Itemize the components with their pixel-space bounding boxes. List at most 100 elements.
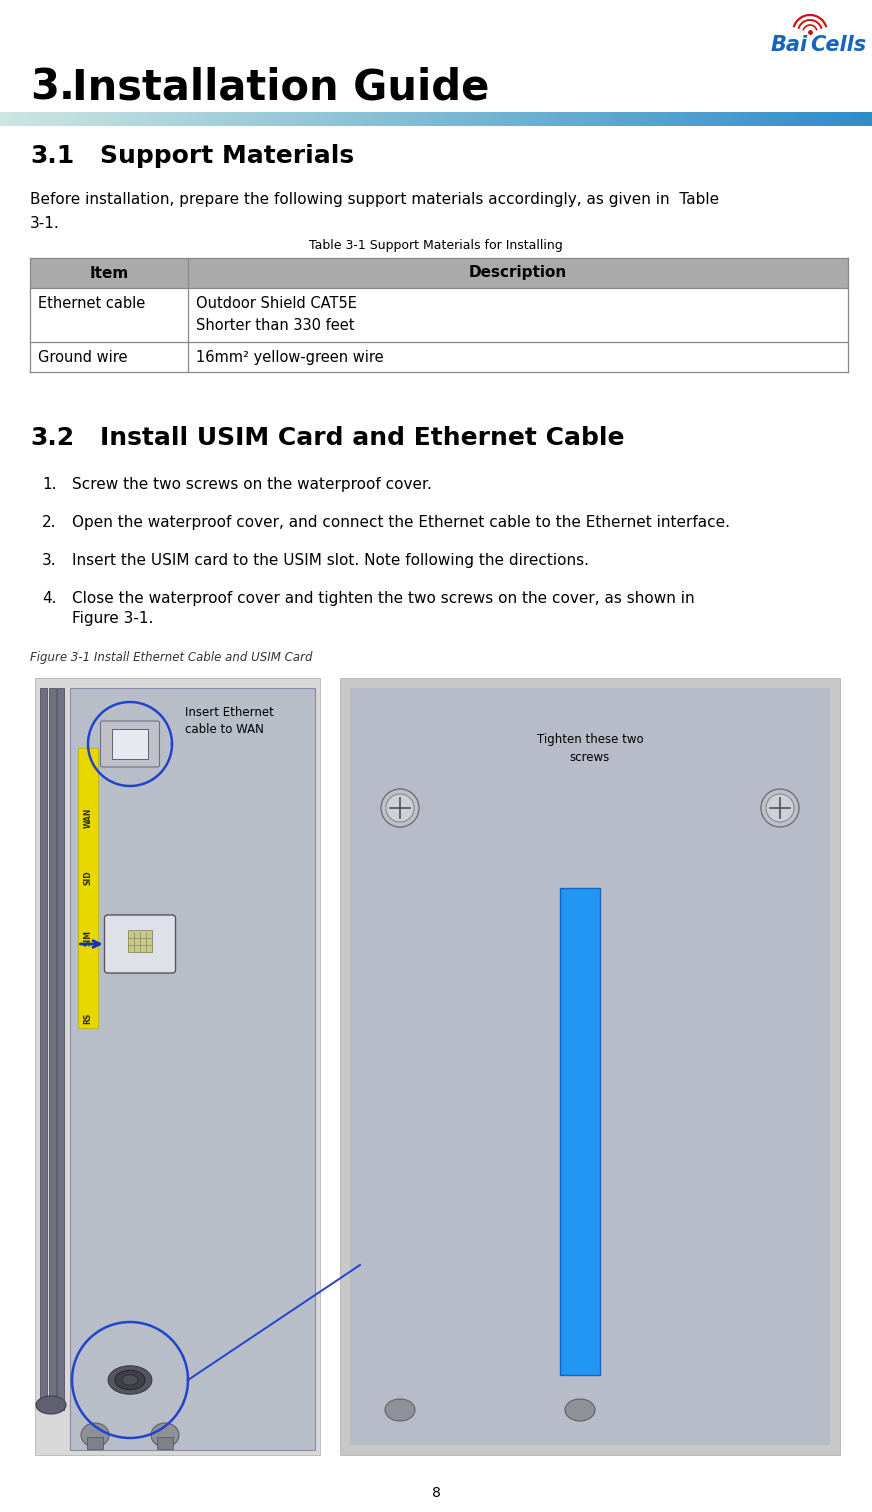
Text: 16mm² yellow-green wire: 16mm² yellow-green wire [196, 349, 384, 364]
Bar [715, 112, 718, 125]
Text: Shorter than 330 feet: Shorter than 330 feet [196, 318, 355, 333]
Bar [198, 112, 201, 125]
Text: 3-1.: 3-1. [30, 216, 60, 231]
Bar [250, 112, 253, 125]
Text: 2.: 2. [42, 516, 57, 531]
Ellipse shape [108, 1365, 152, 1394]
Bar [290, 112, 294, 125]
Bar [453, 112, 456, 125]
Bar [447, 112, 451, 125]
Bar [268, 112, 270, 125]
Bar [468, 112, 471, 125]
Bar [514, 112, 517, 125]
Ellipse shape [81, 1423, 109, 1447]
Bar [194, 112, 198, 125]
Bar [215, 112, 218, 125]
Bar [107, 112, 111, 125]
Bar [172, 112, 174, 125]
Bar [358, 112, 360, 125]
Bar [686, 112, 689, 125]
Bar [343, 112, 346, 125]
Bar [17, 112, 20, 125]
Bar [547, 112, 549, 125]
Bar [395, 112, 399, 125]
Bar [238, 112, 242, 125]
Text: 3.1: 3.1 [30, 144, 74, 168]
Bar [37, 112, 41, 125]
Bar [613, 112, 617, 125]
Bar [273, 112, 276, 125]
Bar [593, 112, 596, 125]
Bar [44, 112, 46, 125]
Bar [765, 112, 767, 125]
Text: Cells: Cells [810, 35, 866, 54]
Bar [355, 112, 358, 125]
Bar [67, 112, 70, 125]
Bar [741, 112, 744, 125]
Text: 3.: 3. [30, 67, 75, 107]
Bar [473, 112, 477, 125]
Bar [826, 112, 828, 125]
Bar [759, 112, 761, 125]
Bar [57, 688, 64, 1411]
Bar [46, 112, 50, 125]
Bar [70, 112, 72, 125]
Bar [26, 112, 29, 125]
Bar [869, 112, 872, 125]
Bar [848, 112, 852, 125]
Bar [299, 112, 303, 125]
Bar [753, 112, 756, 125]
Text: Open the waterproof cover, and connect the Ethernet cable to the Ethernet interf: Open the waterproof cover, and connect t… [72, 516, 730, 531]
Bar [835, 112, 837, 125]
Bar [532, 112, 535, 125]
Text: Bai: Bai [771, 35, 808, 54]
Bar [366, 112, 369, 125]
FancyBboxPatch shape [105, 915, 175, 974]
Bar [724, 112, 726, 125]
Bar [663, 112, 665, 125]
Bar [863, 112, 866, 125]
Bar [596, 112, 599, 125]
Text: Installation Guide: Installation Guide [72, 67, 489, 107]
Bar [541, 112, 543, 125]
Bar [637, 112, 639, 125]
Bar [314, 112, 317, 125]
Bar [384, 112, 386, 125]
Ellipse shape [115, 1370, 145, 1390]
Bar [634, 112, 637, 125]
Bar [85, 112, 87, 125]
Bar [192, 112, 194, 125]
Bar [61, 112, 64, 125]
Bar [645, 112, 648, 125]
Bar [9, 112, 11, 125]
Bar [535, 112, 538, 125]
Bar [392, 112, 395, 125]
Bar [168, 112, 172, 125]
Bar [628, 112, 630, 125]
Bar [137, 112, 140, 125]
Bar [279, 112, 282, 125]
Bar [255, 112, 259, 125]
Ellipse shape [151, 1423, 179, 1447]
Bar [590, 112, 593, 125]
Bar [828, 112, 831, 125]
Bar [32, 112, 35, 125]
Text: 4.: 4. [42, 591, 57, 606]
Bar [35, 677, 320, 1455]
Bar [305, 112, 308, 125]
Bar [767, 112, 770, 125]
Bar [181, 112, 183, 125]
Bar [209, 112, 212, 125]
Bar [401, 112, 404, 125]
Bar [212, 112, 215, 125]
Text: Screw the two screws on the waterproof cover.: Screw the two screws on the waterproof c… [72, 476, 432, 491]
Bar [814, 112, 817, 125]
Bar [436, 112, 439, 125]
Bar [375, 112, 378, 125]
Bar [576, 112, 578, 125]
Bar [233, 112, 235, 125]
Bar [128, 930, 152, 953]
Bar [785, 112, 787, 125]
Bar [346, 112, 349, 125]
Bar [325, 112, 329, 125]
